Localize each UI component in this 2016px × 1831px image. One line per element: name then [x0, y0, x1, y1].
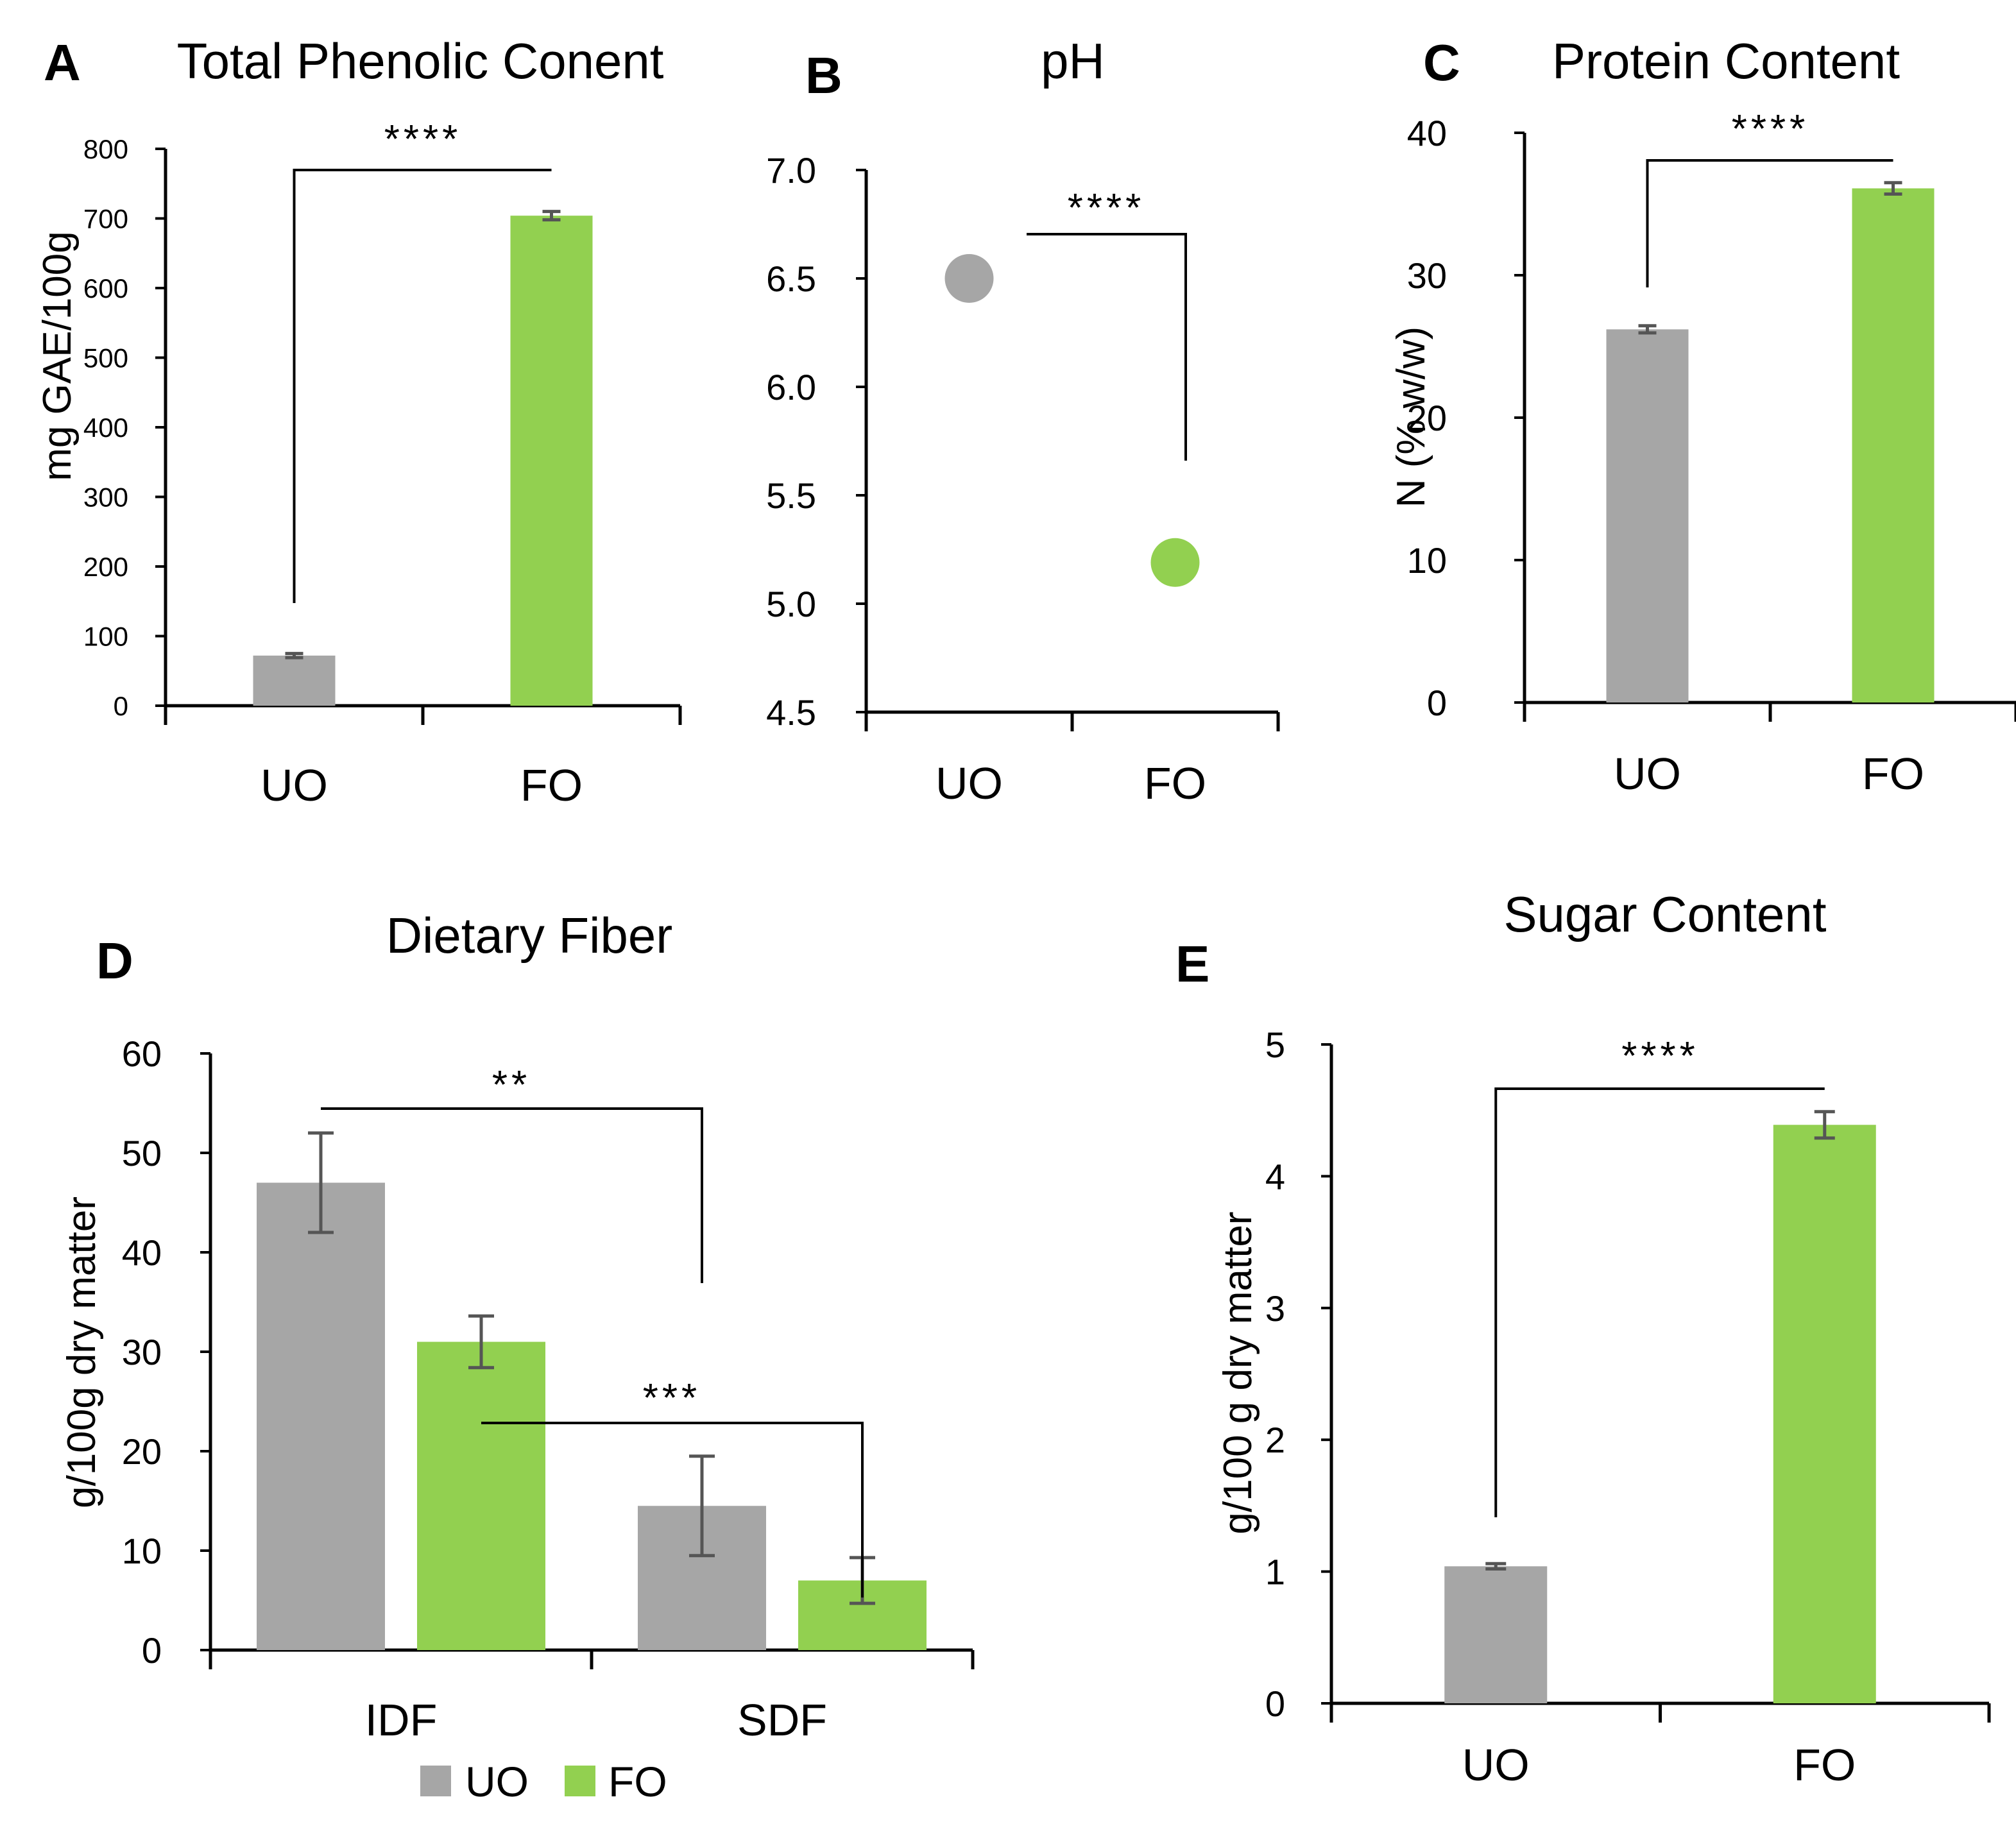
chart-title: Protein Content [1552, 33, 1900, 89]
y-tick-label: 4.5 [766, 692, 816, 733]
significance-bracket [321, 1107, 703, 1283]
significance-label: **** [1068, 186, 1145, 230]
panel-e: E Sugar Content 0 1 2 3 4 5 g/100 g dry matter UO… [1175, 886, 1991, 1790]
significance-bracket [1646, 159, 1893, 287]
y-axis-label: g/100g dry matter [60, 1197, 104, 1508]
y-tick-label: 0 [1427, 683, 1447, 723]
y-tick-label: 800 [83, 134, 128, 164]
x-category-label: FO [1144, 758, 1206, 808]
y-tick-label: 200 [83, 552, 128, 582]
x-category-label: FO [1862, 749, 1924, 799]
y-axis-label: mg GAE/100g [35, 231, 80, 481]
y-tick-label: 5.0 [766, 584, 816, 624]
legend-swatch-uo [420, 1766, 451, 1796]
bar-uo-uo [1606, 329, 1689, 703]
bar-idf-uo [257, 1182, 385, 1650]
panel-letter: C [1423, 34, 1460, 91]
y-tick-label: 40 [1407, 113, 1447, 153]
y-tick-label: 6.5 [766, 259, 816, 299]
y-tick-label: 60 [122, 1034, 162, 1074]
y-tick-label: 50 [122, 1133, 162, 1173]
x-category-label: FO [520, 760, 583, 810]
y-axis-label: N (% w/w) [1389, 327, 1433, 507]
significance-bracket [293, 169, 552, 603]
y-tick-label: 100 [83, 622, 128, 652]
chart-title: Sugar Content [1503, 886, 1826, 942]
chart-title: Total Phenolic Conent [177, 33, 664, 89]
x-category-label: UO [935, 758, 1003, 808]
y-tick-label: 30 [1407, 255, 1447, 296]
y-tick-label: 4 [1265, 1156, 1285, 1197]
legend-swatch-fo [565, 1766, 595, 1796]
panel-letter: B [805, 47, 842, 104]
panel-letter: E [1175, 935, 1209, 992]
x-category-label: UO [1462, 1740, 1530, 1790]
y-tick-label: 3 [1265, 1288, 1285, 1329]
x-category-label: FO [1793, 1740, 1856, 1790]
bar-uo-fo [1852, 188, 1935, 703]
legend-label-fo: FO [608, 1758, 667, 1805]
panel-letter: D [96, 932, 133, 989]
panel-c: C Protein Content 0 10 20 30 40 N (% w/w) UO FO **… [1389, 33, 2016, 799]
bar-uo-uo [253, 655, 336, 706]
x-category-label: UO [261, 760, 328, 810]
y-tick-label: 10 [1407, 540, 1447, 581]
chart-title: pH [1041, 33, 1105, 89]
y-tick-label: 30 [122, 1332, 162, 1372]
data-point-uo [944, 254, 994, 303]
y-tick-label: 20 [1407, 398, 1447, 438]
panel-a: A Total Phenolic Conent 0 100 200 300 400 500 60… [35, 33, 682, 810]
bar-uo-fo [510, 216, 593, 706]
y-tick-label: 5.5 [766, 475, 816, 516]
legend: UO FO [420, 1758, 667, 1805]
y-tick-label: 1 [1265, 1552, 1285, 1592]
y-tick-label: 0 [142, 1630, 162, 1671]
y-tick-label: 700 [83, 204, 128, 234]
significance-bracket [1027, 233, 1187, 461]
y-tick-label: 40 [122, 1232, 162, 1273]
y-tick-label: 400 [83, 413, 128, 443]
significance-bracket [481, 1422, 864, 1597]
y-tick-label: 20 [122, 1431, 162, 1472]
y-tick-label: 10 [122, 1531, 162, 1571]
bar-uo-fo [1773, 1125, 1876, 1703]
panel-letter: A [44, 34, 81, 91]
y-tick-label: 0 [1265, 1683, 1285, 1724]
data-point-fo [1150, 538, 1200, 587]
legend-label-uo: UO [465, 1758, 529, 1805]
y-tick-label: 6.0 [766, 367, 816, 407]
bar-uo-uo [1444, 1566, 1548, 1703]
bar-idf-fo [417, 1341, 545, 1650]
y-axis-label: g/100 g dry matter [1216, 1211, 1260, 1534]
y-tick-label: 5 [1265, 1025, 1285, 1065]
significance-label: **** [1732, 107, 1809, 151]
y-tick-label: 0 [114, 691, 128, 721]
y-tick-label: 2 [1265, 1420, 1285, 1460]
panel-d: D Dietary Fiber 0 10 20 30 40 50 60 g/100g dry ma… [60, 907, 975, 1745]
significance-bracket [1494, 1087, 1825, 1517]
x-category-label: UO [1614, 749, 1681, 799]
significance-label: *** [643, 1376, 701, 1420]
chart-title: Dietary Fiber [386, 907, 672, 964]
y-tick-label: 7.0 [766, 150, 816, 191]
x-category-label: SDF [737, 1695, 827, 1745]
significance-label: ** [492, 1063, 531, 1107]
y-tick-label: 600 [83, 273, 128, 303]
significance-label: **** [384, 117, 462, 162]
significance-label: **** [1621, 1034, 1699, 1078]
x-category-label: IDF [365, 1695, 438, 1745]
y-tick-label: 300 [83, 482, 128, 513]
y-tick-label: 500 [83, 343, 128, 373]
